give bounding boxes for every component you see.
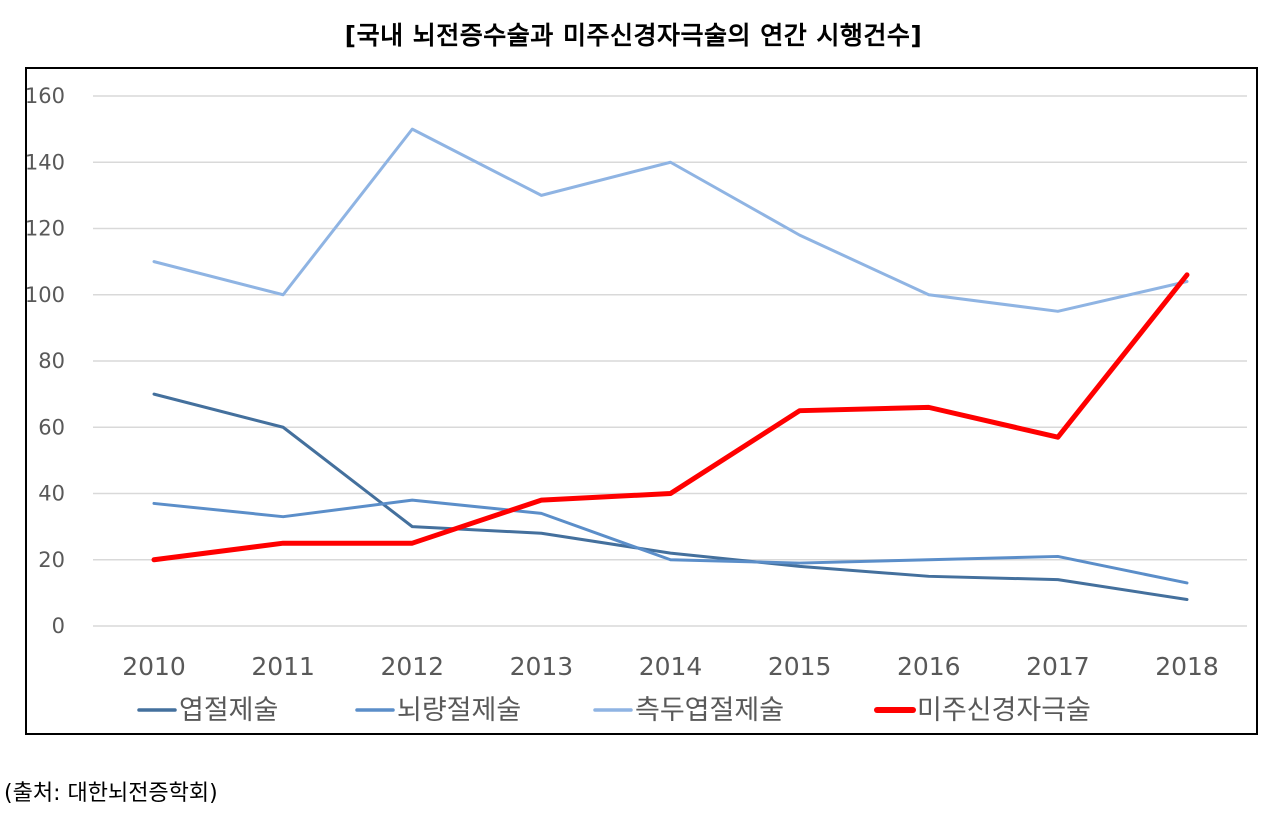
legend-label: 뇌량절제술 bbox=[397, 695, 521, 726]
x-tick-label: 2010 bbox=[122, 652, 186, 681]
legend: 엽절제술 뇌량절제술 측두엽절제술 미주신경자극술 bbox=[137, 695, 1091, 726]
series-line-4 bbox=[151, 272, 1190, 563]
series-line-1 bbox=[152, 392, 1189, 601]
legend-label: 측두엽절제술 bbox=[635, 695, 784, 726]
series-line-3 bbox=[152, 127, 1189, 313]
x-axis-ticks: 2010 2011 2012 2013 2014 2015 2016 2017 2018 bbox=[122, 652, 1219, 681]
y-tick-label: 120 bbox=[27, 217, 65, 241]
y-tick-label: 80 bbox=[38, 349, 65, 373]
series-lines bbox=[151, 127, 1190, 601]
y-tick-label: 160 bbox=[27, 84, 65, 108]
x-tick-label: 2014 bbox=[639, 652, 703, 681]
legend-label: 미주신경자극술 bbox=[917, 695, 1091, 726]
chart-title: [국내 뇌전증수술과 미주신경자극술의 연간 시행건수] bbox=[344, 21, 923, 50]
y-tick-label: 140 bbox=[27, 150, 65, 174]
x-tick-label: 2017 bbox=[1026, 652, 1090, 681]
source-note: (출처: 대한뇌전증학회) bbox=[4, 781, 218, 806]
y-tick-label: 100 bbox=[27, 283, 65, 307]
x-tick-label: 2011 bbox=[251, 652, 315, 681]
x-tick-label: 2018 bbox=[1155, 652, 1219, 681]
x-tick-label: 2015 bbox=[768, 652, 832, 681]
y-tick-label: 60 bbox=[38, 415, 65, 439]
x-tick-label: 2013 bbox=[510, 652, 574, 681]
x-tick-label: 2012 bbox=[380, 652, 444, 681]
y-axis-ticks: 0 20 40 60 80 100 120 140 160 bbox=[27, 84, 65, 638]
series-line-2 bbox=[152, 498, 1189, 585]
chart-frame: 0 20 40 60 80 100 120 140 160 2010 2011 2012 2013 20… bbox=[25, 67, 1258, 735]
x-tick-label: 2016 bbox=[897, 652, 961, 681]
y-tick-label: 20 bbox=[38, 548, 65, 572]
y-tick-label: 0 bbox=[52, 614, 65, 638]
legend-label: 엽절제술 bbox=[179, 695, 278, 726]
y-tick-label: 40 bbox=[38, 482, 65, 506]
